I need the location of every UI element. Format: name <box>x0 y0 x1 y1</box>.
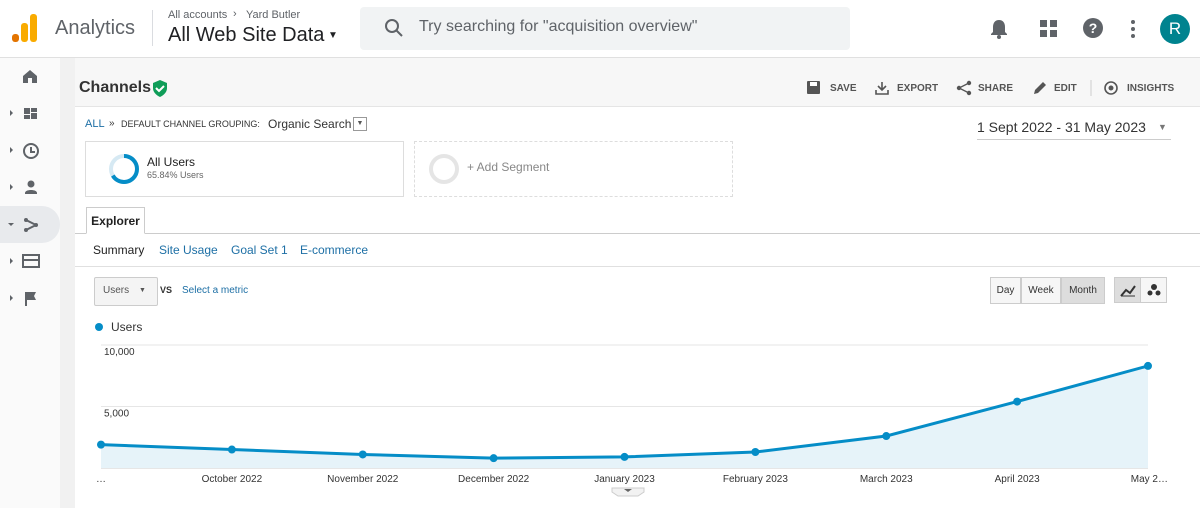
product-name: Analytics <box>55 17 136 39</box>
point <box>1144 361 1152 370</box>
breadcrumb-value: Organic Search <box>268 117 352 131</box>
y-tick-label: 10,000 <box>104 347 135 358</box>
subtab[interactable]: E-commerce <box>300 243 369 257</box>
subtab-line <box>75 266 1200 267</box>
divider <box>152 10 153 46</box>
segment-ring <box>109 154 139 184</box>
add-segment[interactable]: + Add Segment <box>467 160 550 174</box>
legend-label: Users <box>111 320 142 334</box>
motion-chart-toggle[interactable] <box>1140 277 1167 303</box>
report-title: Channels <box>79 79 152 96</box>
point <box>620 452 629 461</box>
metric-arrow: ▼ <box>139 287 146 294</box>
sidebar-icons[interactable] <box>0 60 60 310</box>
line-chart-toggle[interactable] <box>1114 277 1141 303</box>
account[interactable]: All accounts <box>168 9 228 21</box>
metric-selector[interactable] <box>94 277 158 306</box>
subtab[interactable]: Site Usage <box>159 243 218 257</box>
verified-icon <box>153 80 167 97</box>
chevron: › <box>233 8 237 20</box>
add-segment-card[interactable] <box>414 141 733 197</box>
action-button[interactable]: SHARE <box>978 83 1014 94</box>
x-tick-label: February 2023 <box>723 474 788 485</box>
granularity-button[interactable]: Week <box>1021 277 1061 304</box>
report-header <box>75 58 1200 107</box>
x-tick-label: December 2022 <box>458 474 530 485</box>
x-tick-label: October 2022 <box>202 474 263 485</box>
x-tick-label: January 2023 <box>594 474 655 485</box>
action-button[interactable]: EDIT <box>1054 83 1077 94</box>
x-tick-label: April 2023 <box>995 474 1040 485</box>
breadcrumb-grouping: DEFAULT CHANNEL GROUPING: <box>121 119 260 129</box>
point <box>751 448 760 457</box>
point <box>227 445 236 454</box>
property[interactable]: Yard Butler <box>246 9 301 21</box>
dropdown-arrow: ▼ <box>328 30 338 41</box>
area-fill <box>101 365 1148 468</box>
granularity-button[interactable]: Day <box>990 277 1021 304</box>
action-button[interactable]: SAVE <box>830 83 857 94</box>
point <box>358 450 367 459</box>
action-button[interactable]: INSIGHTS <box>1127 83 1175 94</box>
x-tick-label: November 2022 <box>327 474 399 485</box>
legend-marker <box>95 323 103 331</box>
x-tick-label: May 2… <box>1131 474 1168 485</box>
date-dropdown: ▼ <box>1158 122 1167 132</box>
breadcrumb-root[interactable]: ALL <box>85 118 105 130</box>
point <box>882 432 891 441</box>
segment-name: All Users <box>147 155 196 169</box>
sidebar <box>0 58 60 508</box>
select-metric[interactable]: Select a metric <box>182 285 249 296</box>
action-icons <box>807 80 1118 96</box>
help-icon[interactable]: ? <box>1083 18 1103 38</box>
subtab[interactable]: Summary <box>93 243 145 257</box>
x-tick-label: … <box>96 474 106 485</box>
explorer-tab[interactable]: Explorer <box>86 207 145 234</box>
x-tick-label: March 2023 <box>860 474 913 485</box>
segment-detail: 65.84% Users <box>147 170 204 180</box>
add-segment-ring <box>429 154 459 184</box>
avatar[interactable]: R <box>1160 14 1190 44</box>
grouping-dropdown[interactable]: ▼ <box>353 117 367 131</box>
view-selector[interactable]: All Web Site Data <box>168 24 325 46</box>
date-underline <box>977 139 1171 140</box>
more-icon[interactable] <box>1130 19 1136 39</box>
metric-label: Users <box>103 285 130 296</box>
search-placeholder: Try searching for "acquisition overview" <box>419 18 698 35</box>
point <box>1013 397 1022 406</box>
gutter <box>60 58 75 508</box>
notifications-icon[interactable] <box>989 18 1009 40</box>
y-tick-label: 5,000 <box>104 409 129 420</box>
point <box>489 454 498 463</box>
svg-text:?: ? <box>1089 20 1098 36</box>
apps-icon[interactable] <box>1040 20 1058 38</box>
granularity-button[interactable]: Month <box>1061 277 1105 304</box>
line <box>100 364 1149 460</box>
search-box[interactable] <box>360 7 850 50</box>
top-bar <box>0 0 1200 58</box>
subtab[interactable]: Goal Set 1 <box>231 243 288 257</box>
tab-line <box>75 233 1200 234</box>
breadcrumb-separator: » <box>109 118 115 129</box>
search-icon <box>385 19 403 37</box>
segment-card[interactable] <box>85 141 404 197</box>
point <box>97 440 105 449</box>
vs-label: VS <box>160 285 173 295</box>
action-button[interactable]: EXPORT <box>897 83 939 94</box>
date-range[interactable]: 1 Sept 2022 - 31 May 2023 <box>977 119 1146 135</box>
logo <box>12 14 37 42</box>
